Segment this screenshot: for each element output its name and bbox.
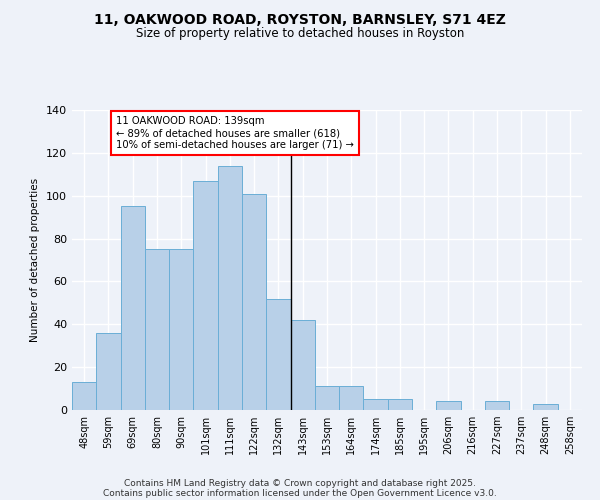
Y-axis label: Number of detached properties: Number of detached properties (31, 178, 40, 342)
Bar (315, 386, 339, 410)
Text: Size of property relative to detached houses in Royston: Size of property relative to detached ho… (136, 28, 464, 40)
Text: Contains public sector information licensed under the Open Government Licence v3: Contains public sector information licen… (103, 488, 497, 498)
Bar (436, 402, 461, 410)
Bar (485, 402, 509, 410)
Bar (266, 298, 290, 410)
Text: 11 OAKWOOD ROAD: 139sqm
← 89% of detached houses are smaller (618)
10% of semi-d: 11 OAKWOOD ROAD: 139sqm ← 89% of detache… (116, 116, 353, 150)
Bar (96, 333, 121, 410)
Bar (169, 250, 193, 410)
Bar (290, 320, 315, 410)
Bar (339, 386, 364, 410)
Bar (364, 400, 388, 410)
Bar (193, 180, 218, 410)
Bar (145, 250, 169, 410)
Text: Contains HM Land Registry data © Crown copyright and database right 2025.: Contains HM Land Registry data © Crown c… (124, 478, 476, 488)
Text: 11, OAKWOOD ROAD, ROYSTON, BARNSLEY, S71 4EZ: 11, OAKWOOD ROAD, ROYSTON, BARNSLEY, S71… (94, 12, 506, 26)
Bar (533, 404, 558, 410)
Bar (72, 382, 96, 410)
Bar (242, 194, 266, 410)
Bar (388, 400, 412, 410)
Bar (121, 206, 145, 410)
Bar (218, 166, 242, 410)
